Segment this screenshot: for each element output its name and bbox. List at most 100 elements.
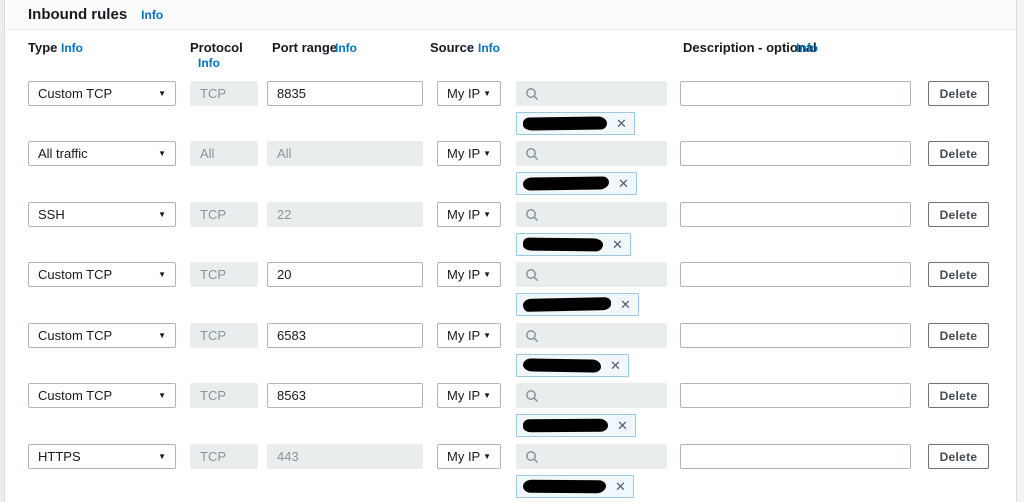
port-range-input[interactable]: 8563 xyxy=(267,383,423,408)
description-input[interactable] xyxy=(680,141,911,166)
redacted-ip-value xyxy=(522,358,602,373)
redacted-ip-value xyxy=(522,176,610,191)
description-input[interactable] xyxy=(680,444,911,469)
protocol-field: TCP xyxy=(190,262,258,287)
source-ip-token: ✕ xyxy=(516,475,634,498)
source-info-link[interactable]: Info xyxy=(478,41,500,55)
description-input[interactable] xyxy=(680,81,911,106)
source-search-input[interactable] xyxy=(516,383,667,408)
search-icon xyxy=(526,87,539,100)
remove-token-icon[interactable]: ✕ xyxy=(610,358,621,373)
remove-token-icon[interactable]: ✕ xyxy=(617,418,628,433)
protocol-field: TCP xyxy=(190,202,258,227)
remove-token-icon[interactable]: ✕ xyxy=(618,176,629,191)
column-header-protocol: Protocol xyxy=(190,40,243,55)
chevron-down-icon: ▼ xyxy=(158,451,166,461)
protocol-field: All xyxy=(190,141,258,166)
description-input[interactable] xyxy=(680,323,911,348)
column-header-source: Source xyxy=(430,40,475,55)
rule-row: Custom TCP ▼ TCP 6583 My IP ▼ ✕ Delete xyxy=(0,323,1024,381)
port-range-input[interactable]: 6583 xyxy=(267,323,423,348)
source-select[interactable]: My IP ▼ xyxy=(437,323,501,348)
search-icon xyxy=(526,147,539,160)
rule-row: Custom TCP ▼ TCP 20 My IP ▼ ✕ Delete xyxy=(0,262,1024,320)
protocol-info-link[interactable]: Info xyxy=(198,56,220,70)
type-select[interactable]: Custom TCP ▼ xyxy=(28,262,176,287)
chevron-down-icon: ▼ xyxy=(483,88,491,98)
delete-rule-button[interactable]: Delete xyxy=(928,323,989,348)
inbound-rules-info-link[interactable]: Info xyxy=(141,7,164,22)
rule-row: HTTPS ▼ TCP 443 My IP ▼ ✕ Delete xyxy=(0,444,1024,502)
source-select[interactable]: My IP ▼ xyxy=(437,383,501,408)
description-info-link[interactable]: Info xyxy=(796,41,818,55)
source-select[interactable]: My IP ▼ xyxy=(437,444,501,469)
redacted-ip-value xyxy=(522,297,612,312)
chevron-down-icon: ▼ xyxy=(483,390,491,400)
source-search-input[interactable] xyxy=(516,323,667,348)
delete-rule-button[interactable]: Delete xyxy=(928,202,989,227)
port-range-input: 443 xyxy=(267,444,423,469)
panel-header: Inbound rules Info xyxy=(6,0,1016,30)
delete-rule-button[interactable]: Delete xyxy=(928,444,989,469)
port-range-input: 22 xyxy=(267,202,423,227)
source-ip-token: ✕ xyxy=(516,414,636,437)
source-ip-token: ✕ xyxy=(516,112,635,135)
delete-rule-button[interactable]: Delete xyxy=(928,141,989,166)
chevron-down-icon: ▼ xyxy=(483,209,491,219)
source-search-input[interactable] xyxy=(516,202,667,227)
source-search-input[interactable] xyxy=(516,141,667,166)
delete-rule-button[interactable]: Delete xyxy=(928,81,989,106)
type-select[interactable]: SSH ▼ xyxy=(28,202,176,227)
remove-token-icon[interactable]: ✕ xyxy=(616,116,627,131)
source-search-input[interactable] xyxy=(516,81,667,106)
type-select[interactable]: HTTPS ▼ xyxy=(28,444,176,469)
source-search-input[interactable] xyxy=(516,444,667,469)
column-header-port-range: Port range xyxy=(272,40,338,55)
source-select[interactable]: My IP ▼ xyxy=(437,262,501,287)
chevron-down-icon: ▼ xyxy=(483,148,491,158)
page-title: Inbound rules xyxy=(28,6,128,23)
chevron-down-icon: ▼ xyxy=(158,390,166,400)
protocol-field: TCP xyxy=(190,81,258,106)
port-range-info-link[interactable]: Info xyxy=(335,41,357,55)
type-info-link[interactable]: Info xyxy=(61,41,83,55)
chevron-down-icon: ▼ xyxy=(483,269,491,279)
source-search-input[interactable] xyxy=(516,262,667,287)
chevron-down-icon: ▼ xyxy=(158,209,166,219)
protocol-field: TCP xyxy=(190,323,258,348)
description-input[interactable] xyxy=(680,383,911,408)
remove-token-icon[interactable]: ✕ xyxy=(615,479,626,494)
type-select[interactable]: Custom TCP ▼ xyxy=(28,81,176,106)
type-select[interactable]: All traffic ▼ xyxy=(28,141,176,166)
source-ip-token: ✕ xyxy=(516,172,637,195)
delete-rule-button[interactable]: Delete xyxy=(928,383,989,408)
remove-token-icon[interactable]: ✕ xyxy=(620,297,631,312)
source-select[interactable]: My IP ▼ xyxy=(437,141,501,166)
redacted-ip-value xyxy=(522,237,604,252)
source-select[interactable]: My IP ▼ xyxy=(437,202,501,227)
search-icon xyxy=(526,450,539,463)
port-range-input[interactable]: 20 xyxy=(267,262,423,287)
type-select[interactable]: Custom TCP ▼ xyxy=(28,323,176,348)
protocol-field: TCP xyxy=(190,444,258,469)
port-range-input[interactable]: 8835 xyxy=(267,81,423,106)
description-input[interactable] xyxy=(680,262,911,287)
remove-token-icon[interactable]: ✕ xyxy=(612,237,623,252)
type-select[interactable]: Custom TCP ▼ xyxy=(28,383,176,408)
redacted-ip-value xyxy=(522,418,609,433)
redacted-ip-value xyxy=(522,116,608,131)
search-icon xyxy=(526,389,539,402)
chevron-down-icon: ▼ xyxy=(158,269,166,279)
search-icon xyxy=(526,329,539,342)
chevron-down-icon: ▼ xyxy=(158,330,166,340)
source-ip-token: ✕ xyxy=(516,293,639,316)
description-input[interactable] xyxy=(680,202,911,227)
chevron-down-icon: ▼ xyxy=(483,451,491,461)
scrollbar-gutter[interactable] xyxy=(1016,0,1024,502)
rule-row: SSH ▼ TCP 22 My IP ▼ ✕ Delete xyxy=(0,202,1024,260)
source-ip-token: ✕ xyxy=(516,354,629,377)
source-select[interactable]: My IP ▼ xyxy=(437,81,501,106)
delete-rule-button[interactable]: Delete xyxy=(928,262,989,287)
column-header-type: Type xyxy=(28,40,58,55)
